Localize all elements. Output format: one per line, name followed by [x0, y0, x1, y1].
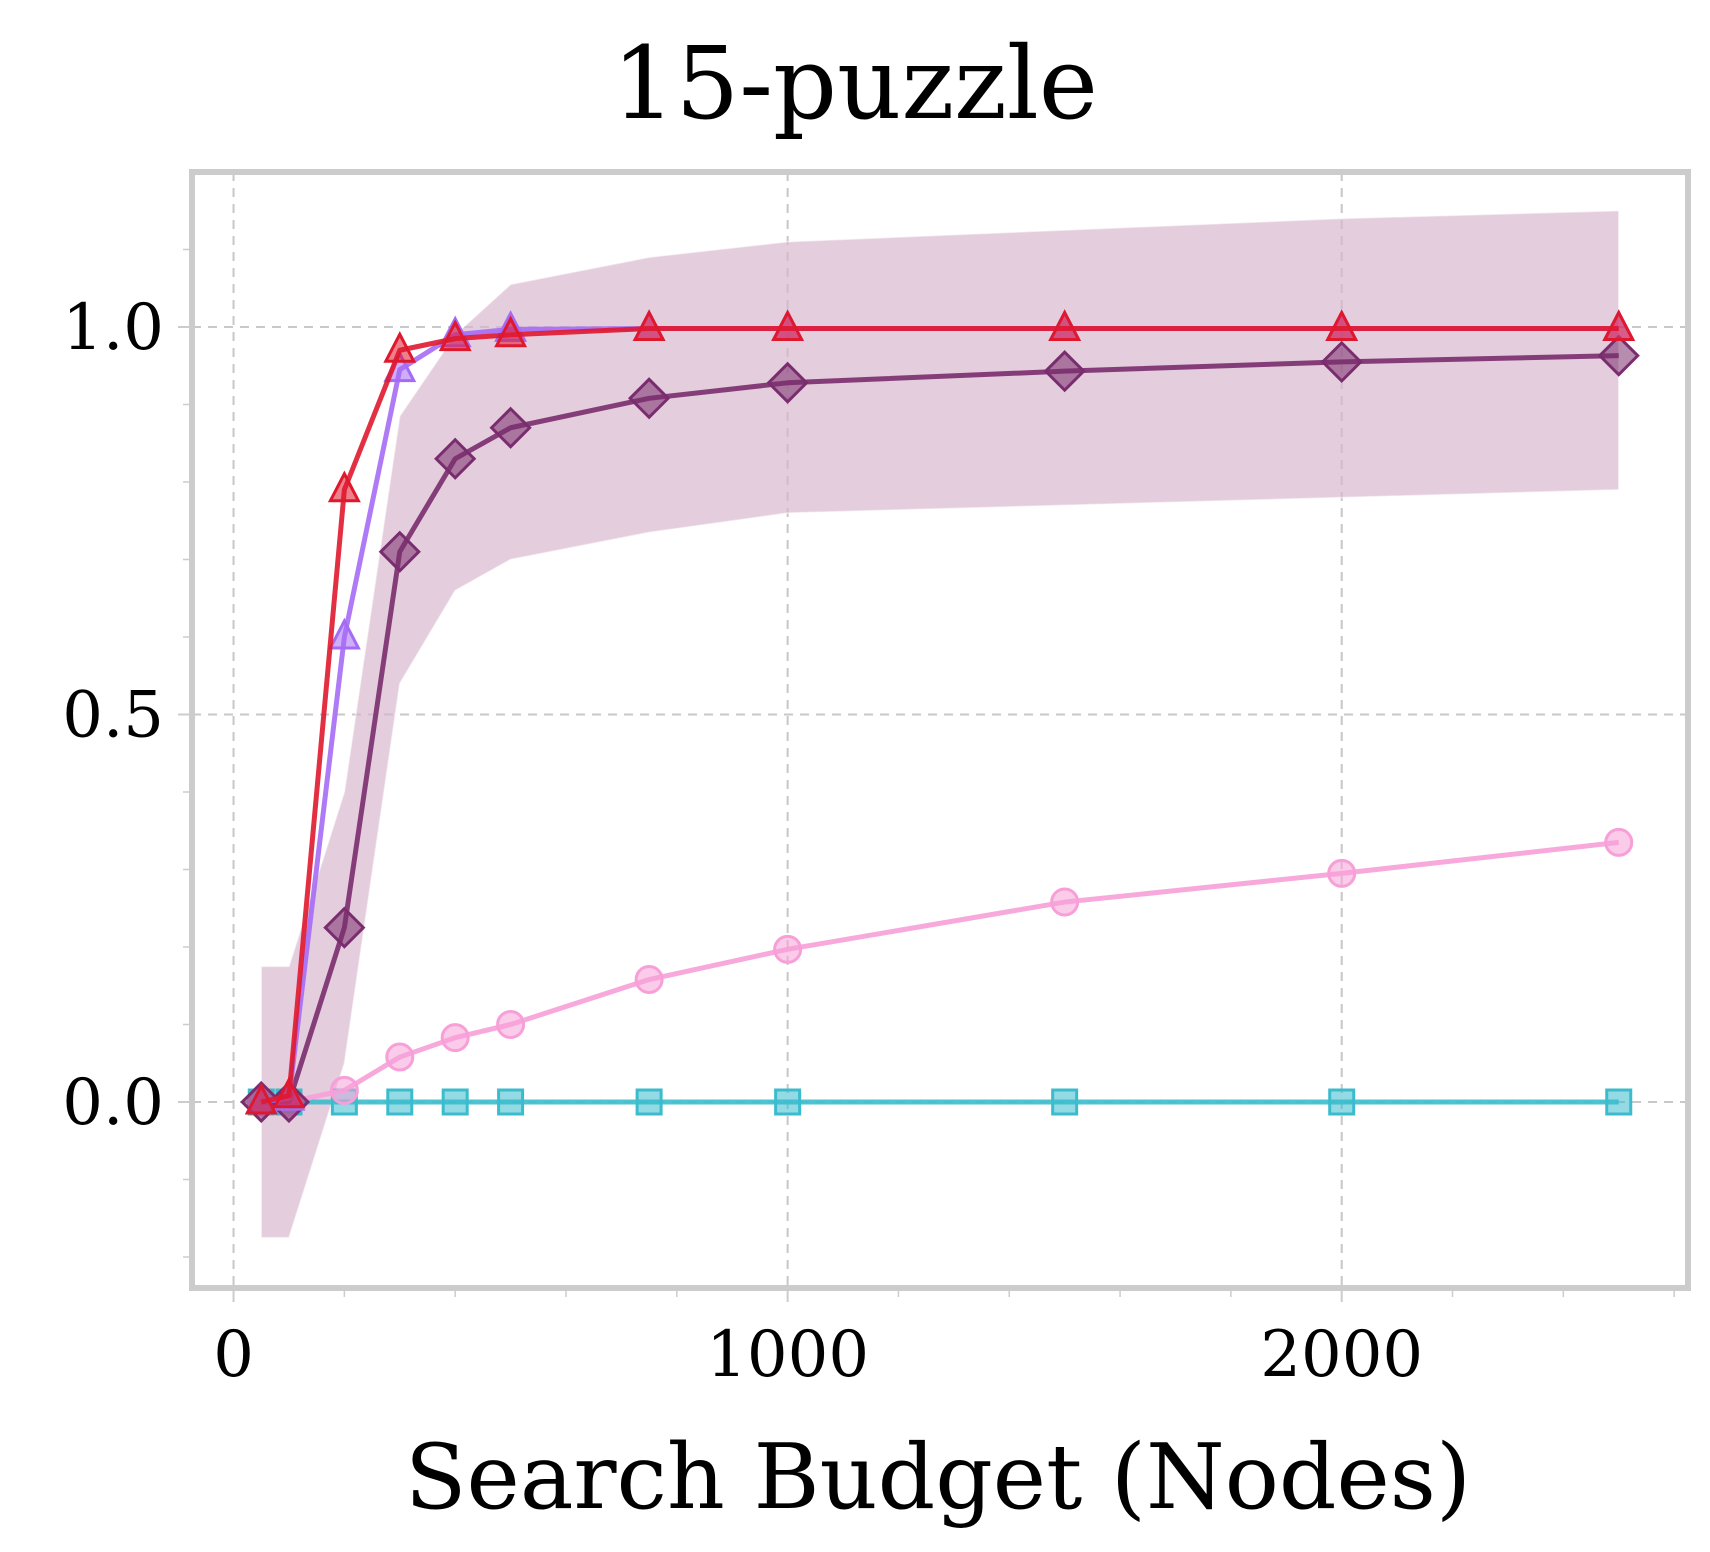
- series-2-point-5: [489, 406, 532, 449]
- series-1-point-6: [634, 965, 664, 995]
- series-2-point-8: [1043, 350, 1086, 393]
- series-4-point-3: [383, 330, 417, 363]
- series-1-point-4: [440, 1023, 470, 1053]
- series-0-point-5: [497, 1088, 525, 1116]
- series-0-point-6: [635, 1088, 663, 1116]
- series-1-point-9: [1327, 858, 1357, 888]
- series-0-point-8: [1051, 1088, 1079, 1116]
- series-1-line: [261, 839, 1620, 1105]
- series-1-point-8: [1050, 887, 1080, 917]
- series-1-point-10: [1604, 827, 1634, 857]
- series-2-point-6: [627, 377, 671, 420]
- series-2-point-10: [1597, 334, 1640, 377]
- series-0-point-7: [774, 1088, 802, 1116]
- series-2-band: [260, 209, 1620, 1239]
- y-tick-label-0: 0.0: [62, 1066, 164, 1140]
- plot-frame: [189, 169, 1691, 1291]
- series-4-point-2: [327, 470, 361, 503]
- series-3-point-2: [327, 617, 361, 650]
- series-2-point-7: [766, 361, 809, 404]
- series-0-point-3: [386, 1088, 414, 1116]
- series-4-point-4: [438, 319, 472, 352]
- series-2-point-3: [378, 530, 421, 573]
- series-4-point-6: [632, 309, 666, 342]
- y-tick-label-1: 0.5: [62, 679, 164, 753]
- series-1-point-3: [385, 1042, 415, 1072]
- series-4-point-7: [771, 309, 805, 342]
- series-4-point-8: [1048, 309, 1082, 342]
- chart-title: 15-puzzle: [612, 25, 1098, 142]
- x-axis-label: Search Budget (Nodes): [405, 1425, 1471, 1530]
- series-0-point-10: [1605, 1088, 1633, 1116]
- x-tick-label-0: 0: [213, 1318, 254, 1392]
- series-0-point-4: [441, 1088, 469, 1116]
- x-tick-label-2: 2000: [1260, 1318, 1423, 1392]
- series-4-point-5: [494, 315, 528, 348]
- series-4-point-0: [244, 1082, 278, 1115]
- plot-area: 0 1000 2000 0.0 0.5 1.0: [62, 169, 1691, 1392]
- series-4-point-9: [1325, 309, 1359, 342]
- y-tick-label-2: 1.0: [62, 291, 164, 365]
- series-2-point-9: [1320, 340, 1363, 383]
- series-1-point-2: [329, 1075, 359, 1105]
- series-0-point-9: [1328, 1088, 1356, 1116]
- series-1-point-5: [496, 1010, 526, 1039]
- series-2-point-4: [434, 437, 477, 480]
- series-4-point-10: [1602, 309, 1636, 342]
- series-4-point-1: [272, 1076, 306, 1109]
- series-1-point-7: [773, 934, 803, 964]
- x-tick-label-1: 1000: [706, 1318, 869, 1392]
- series-2-point-2: [323, 906, 366, 949]
